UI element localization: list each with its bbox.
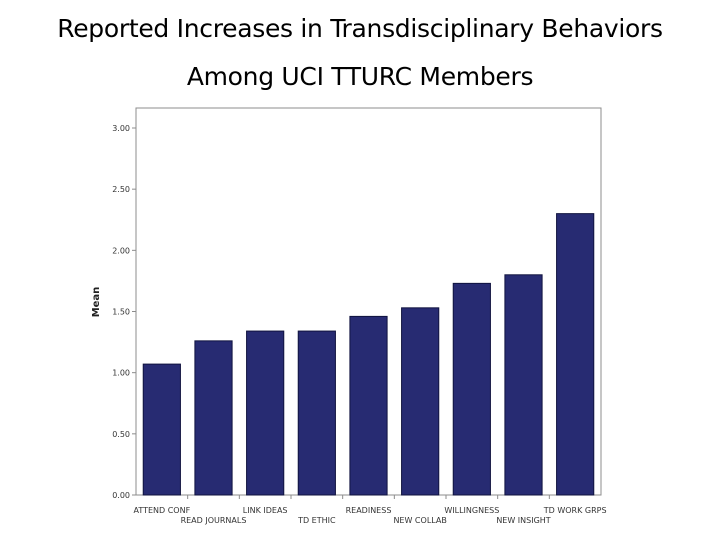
- bar: [297, 330, 336, 496]
- y-tick-label: 2.00: [112, 246, 130, 255]
- bar: [246, 330, 285, 496]
- y-tick-label: 0.50: [112, 430, 130, 439]
- x-tick-label: WILLINGNESS: [444, 506, 499, 515]
- bar: [452, 282, 491, 496]
- y-tick-label: 3.00: [112, 124, 130, 133]
- bar: [504, 274, 543, 496]
- x-tick-label: NEW INSIGHT: [496, 516, 550, 525]
- x-tick-label: NEW COLLAB: [393, 516, 446, 525]
- x-tick-label: READ JOURNALS: [181, 516, 247, 525]
- chart-title-line-2: Among UCI TTURC Members: [186, 62, 534, 91]
- y-tick-label: 2.50: [112, 185, 130, 194]
- bar: [142, 363, 181, 496]
- y-tick-label: 1.50: [112, 308, 130, 317]
- x-tick-label: TD ETHIC: [297, 516, 336, 525]
- bar: [556, 213, 595, 496]
- chart-title-line-1: Reported Increases in Transdisciplinary …: [57, 14, 663, 43]
- y-tick-label: 1.00: [112, 369, 130, 378]
- bars-group: [142, 213, 595, 496]
- x-tick-label: ATTEND CONF: [133, 506, 190, 515]
- x-tick-label: TD WORK GRPS: [543, 506, 607, 515]
- bar: [401, 307, 440, 496]
- x-tick-label: READINESS: [346, 506, 392, 515]
- y-tick-label: 0.00: [112, 491, 130, 500]
- bar: [194, 340, 233, 496]
- y-axis-title: Mean: [91, 287, 102, 318]
- x-tick-label: LINK IDEAS: [243, 506, 288, 515]
- y-axis: 0.00 0.50 1.00 1.50 2.00 2.50 3.00: [112, 124, 136, 500]
- bar: [349, 315, 388, 496]
